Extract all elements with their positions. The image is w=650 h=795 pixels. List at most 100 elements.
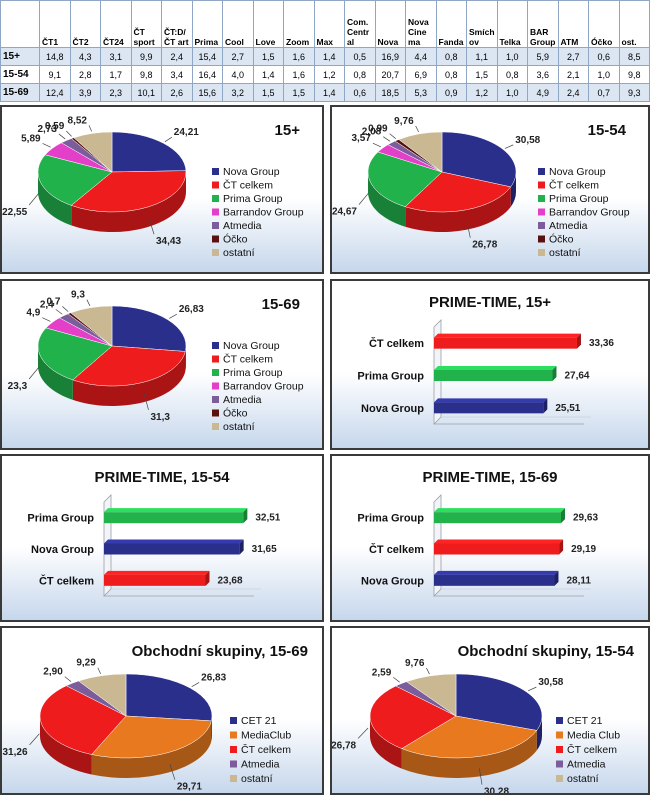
bar-ct-celkem xyxy=(104,570,210,586)
data-label: 24,67 xyxy=(332,207,357,218)
legend-swatch-ostatni xyxy=(212,249,219,256)
bar-front xyxy=(434,512,561,524)
table-row: 15+ 14,8 4,3 3,1 9,9 2,4 15,4 2,7 1,5 1,6 1,4 0,5 16… xyxy=(0,47,650,66)
pie-side-prima-group xyxy=(368,172,406,227)
data-label: 26,78 xyxy=(332,740,357,751)
leader-line xyxy=(415,125,420,133)
category-label: Prima Group xyxy=(357,513,424,525)
legend-swatch-nova-group xyxy=(212,168,219,175)
bar-panel-prime-15plus: PRIME-TIME, 15+ ČT celkem 33,36 Prima Group… xyxy=(330,279,650,450)
table-cell: 0,8 xyxy=(435,65,467,84)
column-header: BAR Group xyxy=(527,0,559,48)
pie-slice-cet-21 xyxy=(125,673,213,722)
table-cell: 14,8 xyxy=(39,47,71,66)
column-header: Smíchov xyxy=(466,0,498,48)
legend-swatch-prima-group xyxy=(212,195,219,202)
table-cell: 0,6 xyxy=(588,47,620,66)
legend-entry: CET 21 xyxy=(241,715,277,727)
bar-chart: PRIME-TIME, 15-69 Prima Group 29,63 ČT celk… xyxy=(357,469,598,597)
leader-line xyxy=(504,144,514,149)
pie-side-ct-celkem xyxy=(72,351,186,406)
bar-end xyxy=(576,333,581,349)
pie-side xyxy=(368,172,516,232)
legend-swatch-ostatni xyxy=(230,775,237,782)
bar-prima-group xyxy=(104,508,248,524)
table-cell: 15,6 xyxy=(191,83,223,102)
bar-front xyxy=(434,370,553,381)
table-cell: 1,5 xyxy=(466,65,498,84)
pie-slice-prima-group xyxy=(367,151,443,207)
chart-title: PRIME-TIME, 15+ xyxy=(429,294,551,311)
column-header: ost. xyxy=(618,0,650,48)
leader-line xyxy=(143,393,149,410)
bar-top xyxy=(434,333,581,338)
pie-side xyxy=(38,172,186,233)
pie-chart: 24,21 34,43 22,55 5,892,730,598,52 15+ Nova G… xyxy=(2,115,304,259)
table-cell: 15,4 xyxy=(191,47,223,66)
bar-end xyxy=(243,508,248,524)
leader-line xyxy=(86,299,91,306)
leader-line xyxy=(479,768,483,785)
column-header: ČT sport xyxy=(130,0,162,48)
table-cell: 1,5 xyxy=(283,83,315,102)
legend-swatch-ostatni xyxy=(212,423,219,430)
bar-top xyxy=(434,398,548,403)
table-cell: 1,2 xyxy=(313,65,345,84)
legend-swatch-ocko xyxy=(212,235,219,243)
table-cell: 4,4 xyxy=(405,47,437,66)
chart-title: Obchodní skupiny, 15-69 xyxy=(132,643,308,660)
table-cell: 3,4 xyxy=(161,65,193,84)
pie-slice-ostatni xyxy=(73,131,113,173)
leader-line xyxy=(64,676,72,682)
legend-entry: ČT celkem xyxy=(567,743,617,756)
leader-line xyxy=(357,727,369,739)
table-cell: 0,5 xyxy=(344,47,376,66)
table-cell: 0,6 xyxy=(344,83,376,102)
table-cell: 4,3 xyxy=(69,47,101,66)
column-header: ČT:D/ČT art xyxy=(161,0,193,48)
table-cell: 1,6 xyxy=(283,65,315,84)
category-label: Nova Group xyxy=(361,403,424,415)
data-label: 9,29 xyxy=(76,658,96,669)
pie-side-nova-group xyxy=(185,346,186,372)
bar-end xyxy=(559,539,564,555)
data-label: 25,51 xyxy=(555,403,580,414)
table-cell: 0,8 xyxy=(496,65,528,84)
chart-title: Obchodní skupiny, 15-54 xyxy=(458,643,635,660)
table-cell: 2,1 xyxy=(557,65,589,84)
table-cell: 1,0 xyxy=(496,83,528,102)
category-label: ČT celkem xyxy=(369,543,424,556)
legend-entry: CET 21 xyxy=(567,715,603,727)
pie-side xyxy=(38,346,186,406)
category-label: ČT celkem xyxy=(369,337,424,350)
legend-entry: Atmedia xyxy=(549,220,588,232)
legend-swatch-atmedia xyxy=(556,760,563,768)
legend-entry: ČT celkem xyxy=(223,353,273,366)
pie-panel-15plus: 24,21 34,43 22,55 5,89 2,73 0,59 8,52 15+ Nova G… xyxy=(0,105,324,274)
chart-title: PRIME-TIME, 15-54 xyxy=(94,469,230,486)
leader-line xyxy=(66,130,72,137)
legend-swatch-ostatni xyxy=(556,775,563,782)
legend-swatch-atmedia xyxy=(212,222,219,229)
table-cell: 1,5 xyxy=(252,47,284,66)
pie-side-cet-21 xyxy=(536,716,542,751)
column-header: Zoom xyxy=(283,0,315,48)
leader-line xyxy=(55,309,63,315)
column-header: Fanda xyxy=(435,0,467,48)
table-cell: 9,3 xyxy=(618,83,650,102)
legend-swatch-mediaclub xyxy=(230,731,237,739)
bar-end xyxy=(543,398,548,414)
bar-front xyxy=(434,574,555,586)
column-header: Com. Central xyxy=(344,0,376,48)
pie-slice-ct-celkem xyxy=(72,345,186,387)
column-header: Nova Cinema xyxy=(405,0,437,48)
data-label: 2,08 xyxy=(362,127,382,138)
bar-top xyxy=(434,508,565,513)
bar-nova-group xyxy=(434,570,559,586)
table-cell: 10,1 xyxy=(130,83,162,102)
chart-title: 15-54 xyxy=(588,122,627,139)
legend-entry: Atmedia xyxy=(241,759,280,771)
column-header: ČT2 xyxy=(69,0,101,48)
legend-entry: Atmedia xyxy=(223,394,262,406)
data-label: 30,58 xyxy=(538,677,563,688)
